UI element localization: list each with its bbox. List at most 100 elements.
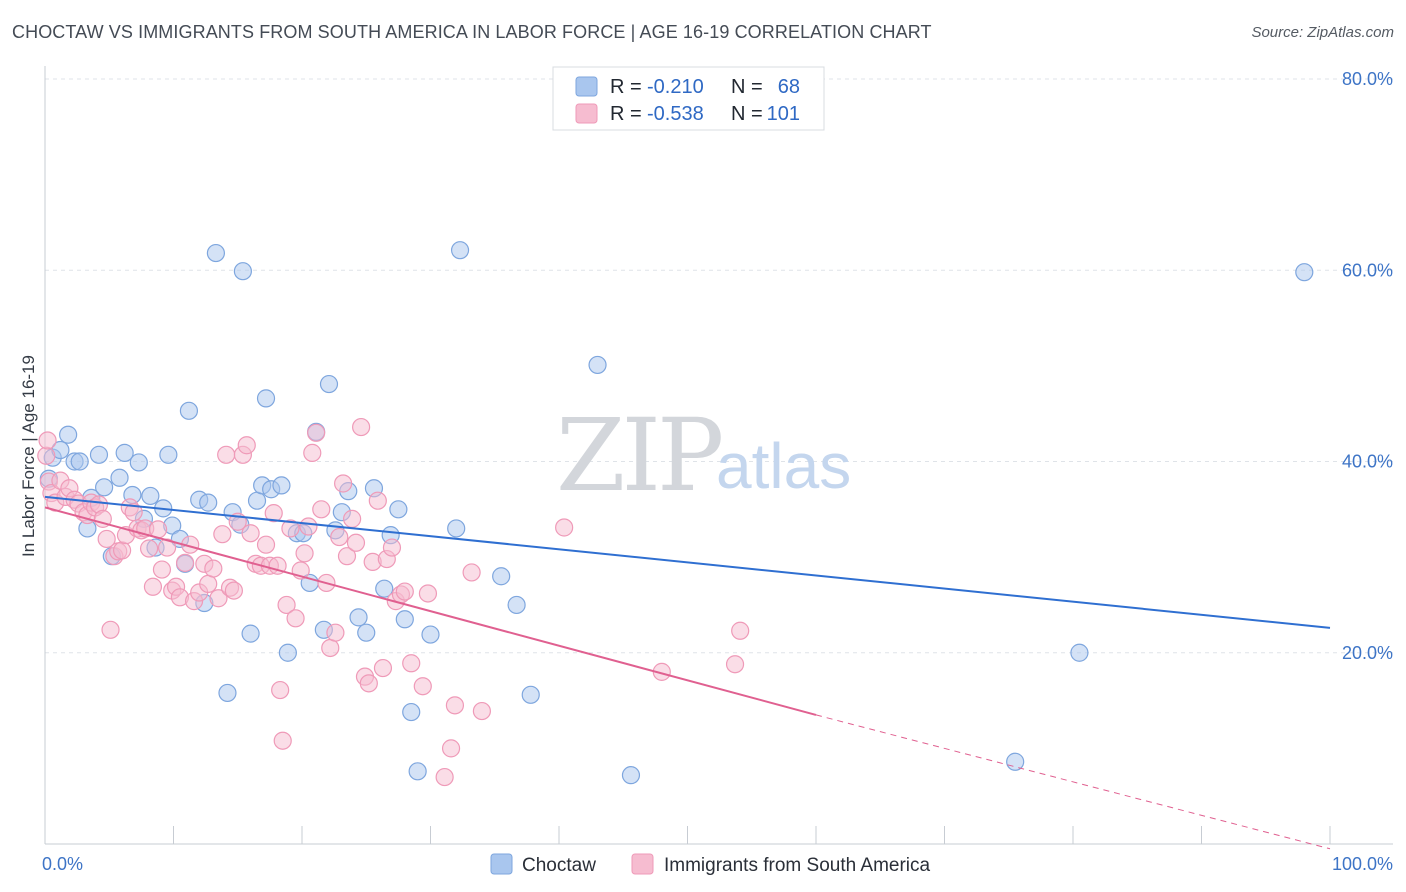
data-point — [233, 262, 252, 281]
data-point — [218, 683, 237, 703]
data-point — [241, 624, 260, 643]
watermark-atlas: atlas — [716, 430, 851, 502]
data-point — [199, 574, 218, 594]
trend-line-immigrants-extension — [815, 714, 1331, 850]
trend-line-immigrants — [44, 506, 817, 716]
legend-n-label-1: N = — [731, 76, 763, 98]
series-immigrants — [37, 417, 750, 787]
legend-n-value-1: 68 — [778, 76, 800, 98]
data-point — [343, 509, 362, 528]
data-point — [555, 518, 574, 537]
bottom-legend-label-immigrants: Immigrants from South America — [664, 855, 931, 876]
data-point — [157, 538, 177, 557]
data-point — [375, 579, 394, 598]
data-point — [321, 638, 340, 658]
data-point — [521, 685, 540, 704]
data-point — [441, 739, 461, 758]
data-point — [303, 443, 322, 462]
data-point — [731, 621, 750, 640]
data-point — [89, 445, 109, 464]
data-point — [217, 445, 236, 464]
trend-line-choctaw — [44, 495, 1331, 629]
data-point — [1070, 643, 1089, 662]
data-point — [326, 623, 345, 642]
y-tick-label-0: 20.0% — [1342, 643, 1393, 663]
data-point — [389, 500, 408, 519]
data-point — [272, 476, 291, 495]
legend-n-label-2: N = — [731, 103, 763, 125]
data-point — [462, 563, 481, 582]
bottom-legend-label-choctaw: Choctaw — [522, 855, 596, 876]
data-point — [349, 608, 368, 627]
data-point — [319, 374, 339, 394]
legend-n-value-2: 101 — [767, 103, 800, 125]
data-point — [435, 767, 454, 787]
legend-r-label-2: R = — [610, 103, 642, 125]
trend-lines — [44, 495, 1331, 850]
watermark-zip: ZIP — [556, 397, 721, 514]
data-point — [346, 533, 366, 552]
data-point — [1006, 752, 1025, 771]
data-point — [421, 625, 440, 644]
data-point — [256, 389, 276, 408]
data-point — [152, 560, 172, 579]
data-point — [139, 539, 159, 558]
data-point — [352, 417, 371, 437]
data-point — [278, 643, 297, 662]
y-tick-label-1: 40.0% — [1342, 452, 1393, 472]
data-point — [450, 241, 470, 260]
data-point — [143, 577, 163, 596]
y-tick-labels: 20.0% 40.0% 60.0% 80.0% — [1342, 69, 1393, 663]
data-point — [112, 541, 132, 560]
bottom-legend-swatch-choctaw — [490, 853, 513, 875]
x-tick-label-1: 100.0% — [1332, 854, 1393, 874]
data-point — [256, 535, 276, 554]
data-point — [224, 581, 243, 600]
data-point — [330, 527, 349, 547]
data-point — [368, 491, 387, 510]
source-note: Source: ZipAtlas.com — [1251, 24, 1394, 41]
legend-r-value-2: -0.538 — [647, 103, 704, 125]
data-point — [357, 623, 376, 642]
data-point — [159, 445, 178, 464]
data-point — [241, 524, 260, 543]
data-point — [447, 519, 466, 538]
x-tick-labels: 0.0% 100.0% — [42, 854, 1393, 874]
data-point — [175, 553, 195, 572]
data-point — [621, 766, 641, 785]
data-point — [445, 696, 465, 715]
data-point — [402, 654, 421, 673]
data-point — [237, 436, 256, 455]
y-tick-label-3: 80.0% — [1342, 69, 1393, 89]
data-point — [70, 452, 89, 471]
data-point — [359, 674, 378, 693]
data-point — [247, 491, 267, 510]
data-point — [382, 538, 402, 557]
watermark: ZIP atlas — [556, 397, 851, 514]
data-point — [268, 556, 287, 575]
data-point — [725, 655, 745, 674]
data-point — [312, 500, 331, 519]
data-point — [286, 609, 305, 628]
legend-box — [552, 66, 825, 131]
data-point — [418, 584, 438, 603]
data-point — [334, 474, 353, 493]
data-point — [38, 431, 57, 450]
legend-swatch-choctaw — [575, 76, 598, 97]
data-point — [337, 547, 357, 566]
data-point — [402, 702, 421, 722]
y-axis-title: In Labor Force | Age 16-19 — [19, 355, 38, 557]
data-point — [273, 731, 292, 750]
legend-swatch-immigrants — [575, 103, 598, 124]
data-point — [492, 567, 511, 586]
legend-r-value-1: -0.210 — [647, 76, 704, 98]
y-tick-label-2: 60.0% — [1342, 260, 1393, 280]
data-point — [1295, 263, 1314, 282]
data-point — [213, 525, 232, 544]
data-point — [97, 529, 116, 549]
data-point — [373, 658, 393, 678]
data-point — [110, 468, 129, 487]
data-point — [281, 519, 300, 538]
chart-title: CHOCTAW VS IMMIGRANTS FROM SOUTH AMERICA… — [12, 22, 932, 42]
